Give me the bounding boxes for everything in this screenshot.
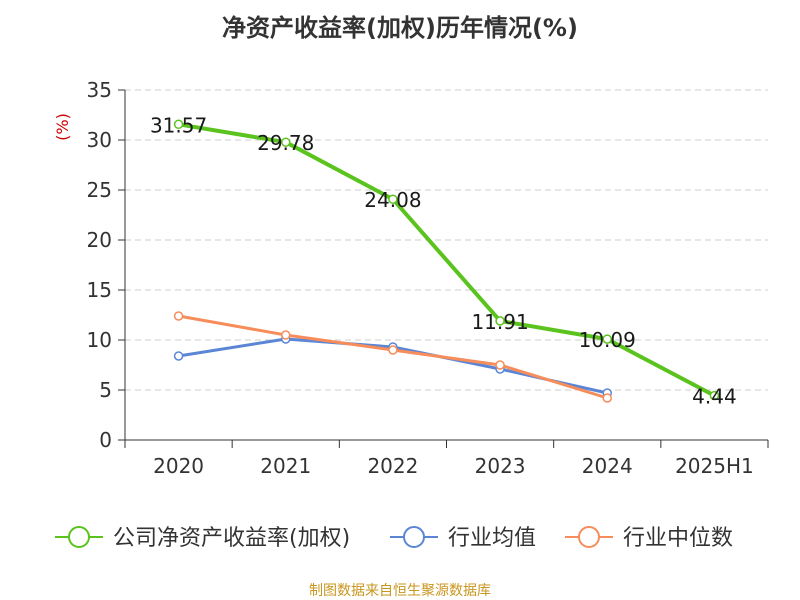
data-point <box>281 330 291 340</box>
data-point <box>602 334 612 344</box>
grid-lines <box>125 89 768 391</box>
data-point <box>388 345 398 355</box>
y-tick-label: 25 <box>87 178 112 202</box>
x-tick-label: 2023 <box>475 454 526 478</box>
data-point <box>388 194 398 204</box>
data-point <box>173 119 184 130</box>
legend: 公司净资产收益率(加权) 行业均值 行业中位数 <box>55 526 733 551</box>
legend-swatch-marker <box>68 526 90 548</box>
y-tick-label: 0 <box>99 428 112 452</box>
data-label: 29.78 <box>257 131 314 155</box>
data-label: 11.91 <box>471 310 528 334</box>
x-tick-label: 2025H1 <box>675 454 754 478</box>
y-tick-label: 5 <box>99 378 112 402</box>
legend-swatch-marker <box>578 526 600 548</box>
data-point <box>602 393 612 403</box>
x-tick-label: 2020 <box>153 454 204 478</box>
legend-label: 行业中位数 <box>623 526 733 551</box>
data-point <box>709 390 720 401</box>
data-label: 31.57 <box>150 113 207 137</box>
x-tick-label: 2024 <box>582 454 633 478</box>
data-point <box>173 311 184 321</box>
y-tick-label: 30 <box>87 128 112 152</box>
chart-title: 净资产收益率(加权)历年情况(%) <box>222 14 578 42</box>
data-labels: 31.57 29.78 24.08 11.91 10.09 4.44 <box>150 113 737 408</box>
y-tick-label: 10 <box>87 328 112 352</box>
data-label: 10.09 <box>579 328 636 352</box>
source-note: 制图数据来自恒生聚源数据库 <box>309 583 491 599</box>
data-point <box>281 137 291 147</box>
y-axis-unit-label: (%) <box>53 113 72 141</box>
legend-label: 公司净资产收益率(加权) <box>113 526 350 551</box>
series-lines <box>173 119 720 403</box>
legend-swatch-marker <box>403 526 425 548</box>
x-tick-label: 2022 <box>367 454 418 478</box>
y-tick-label: 35 <box>87 78 112 102</box>
data-label: 24.08 <box>364 188 421 212</box>
data-point <box>495 360 505 370</box>
data-point <box>173 351 184 361</box>
x-tick-label: 2021 <box>260 454 311 478</box>
axes: 0 5 10 15 20 25 30 35 2020 2021 2022 2023 2024 2025H1 <box>87 78 769 478</box>
y-tick-label: 15 <box>87 278 112 302</box>
legend-label: 行业均值 <box>448 526 536 551</box>
y-tick-label: 20 <box>87 228 112 252</box>
data-label: 4.44 <box>692 385 737 409</box>
series-line <box>176 122 717 398</box>
data-point <box>495 316 505 326</box>
